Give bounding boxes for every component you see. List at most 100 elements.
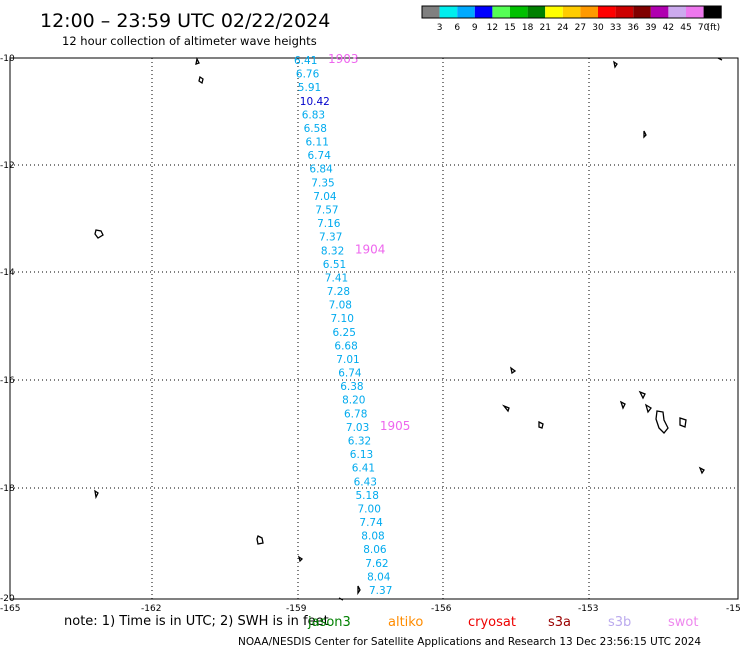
lat-label: -14 bbox=[0, 268, 15, 278]
legend-label: 45 bbox=[680, 23, 691, 33]
lat-label: -16 bbox=[0, 376, 15, 386]
legend-label: 24 bbox=[557, 23, 569, 33]
island bbox=[195, 57, 200, 65]
wave-height-value: 6.32 bbox=[348, 436, 371, 448]
island bbox=[679, 417, 687, 428]
island bbox=[644, 403, 652, 414]
lon-label: -15 bbox=[726, 604, 740, 614]
island bbox=[94, 489, 99, 500]
legend-swatch bbox=[668, 6, 686, 18]
wave-height-value: 7.28 bbox=[327, 286, 350, 298]
wave-height-value: 8.08 bbox=[361, 531, 384, 543]
wave-height-value: 8.04 bbox=[367, 571, 391, 583]
island-outlines bbox=[94, 57, 723, 601]
wave-height-value: 6.41 bbox=[352, 463, 375, 475]
legend-swatch bbox=[422, 6, 440, 18]
wave-height-value: 7.37 bbox=[319, 232, 342, 244]
lon-label: -165 bbox=[0, 604, 20, 614]
legend-swatch bbox=[615, 6, 634, 18]
wave-height-value: 7.41 bbox=[325, 272, 348, 284]
legend-border bbox=[421, 5, 722, 19]
satellite-name: cryosat bbox=[468, 615, 516, 630]
wave-height-value: 7.62 bbox=[365, 558, 388, 570]
legend-swatch bbox=[686, 6, 704, 18]
legend-swatch bbox=[598, 6, 616, 18]
wave-height-value: 10.42 bbox=[300, 96, 330, 108]
satellite-name: s3a bbox=[548, 615, 571, 630]
wave-height-value: 6.84 bbox=[309, 164, 333, 176]
wave-height-value: 6.38 bbox=[340, 381, 363, 393]
legend-swatch bbox=[633, 6, 651, 18]
lon-label: -153 bbox=[578, 604, 598, 614]
wave-height-value: 6.74 bbox=[308, 150, 332, 162]
island bbox=[297, 555, 304, 563]
legend-swatch bbox=[474, 6, 493, 18]
wave-height-value: 6.11 bbox=[306, 137, 329, 149]
satellite-legend: jason3 altiko cryosat s3a s3b swot bbox=[307, 615, 698, 630]
pass-time-label: 1905 bbox=[380, 419, 411, 433]
island bbox=[338, 597, 344, 601]
legend-swatch bbox=[580, 6, 598, 18]
wave-height-value: 6.51 bbox=[323, 259, 346, 271]
legend-label: 27 bbox=[575, 23, 586, 33]
island bbox=[613, 60, 618, 69]
legend-swatch bbox=[492, 6, 510, 18]
island bbox=[698, 466, 705, 475]
satellite-name: altiko bbox=[388, 615, 423, 630]
island bbox=[510, 366, 517, 375]
legend-label: 42 bbox=[663, 23, 674, 33]
island bbox=[198, 75, 204, 85]
wave-height-color-legend: 3 6 9 12 15 18 21 24 27 30 33 36 39 42 45 70(ft) bbox=[421, 5, 722, 33]
legend-label: 39 bbox=[645, 23, 657, 33]
wave-height-value: 6.83 bbox=[302, 109, 325, 121]
map-grid bbox=[10, 58, 738, 599]
wave-height-value: 7.03 bbox=[346, 422, 369, 434]
wave-height-value: 6.43 bbox=[354, 476, 377, 488]
wave-height-value: 5.18 bbox=[356, 490, 379, 502]
credit-line: NOAA/NESDIS Center for Satellite Applica… bbox=[238, 636, 701, 648]
wave-height-value: 7.35 bbox=[311, 177, 334, 189]
legend-swatch bbox=[703, 6, 722, 18]
island bbox=[538, 420, 544, 429]
map-title: 12:00 – 23:59 UTC 02/22/2024 bbox=[40, 10, 330, 32]
legend-swatch bbox=[439, 6, 458, 18]
lat-label: -12 bbox=[0, 161, 15, 171]
legend-swatch bbox=[510, 6, 528, 18]
altimeter-track: 6.416.765.9110.426.836.586.116.746.847.3… bbox=[294, 52, 410, 597]
lon-label: -156 bbox=[431, 604, 452, 614]
wave-height-value: 8.06 bbox=[363, 544, 387, 556]
lat-label: -10 bbox=[0, 54, 15, 64]
satellite-name: jason3 bbox=[307, 615, 351, 630]
island bbox=[256, 535, 264, 545]
wave-height-value: 6.13 bbox=[350, 449, 373, 461]
legend-label: 15 bbox=[504, 23, 515, 33]
lon-label: -159 bbox=[286, 604, 307, 614]
island bbox=[655, 410, 669, 434]
satellite-name: s3b bbox=[608, 615, 631, 630]
legend-swatch bbox=[650, 6, 669, 18]
legend-swatch bbox=[545, 6, 563, 18]
legend-label: 36 bbox=[627, 23, 639, 33]
island bbox=[94, 229, 104, 239]
legend-label: 3 bbox=[437, 23, 443, 33]
island bbox=[619, 400, 626, 410]
map-subtitle: 12 hour collection of altimeter wave hei… bbox=[62, 34, 317, 48]
island bbox=[717, 57, 723, 61]
wave-height-value: 6.68 bbox=[334, 340, 357, 352]
wave-height-value: 6.41 bbox=[294, 55, 317, 67]
wave-height-value: 8.32 bbox=[321, 245, 344, 257]
lat-label: -20 bbox=[0, 594, 15, 604]
legend-label: 21 bbox=[539, 23, 550, 33]
satellite-name: swot bbox=[668, 615, 698, 630]
wave-height-value: 7.16 bbox=[317, 218, 341, 230]
legend-swatch bbox=[527, 6, 546, 18]
wave-height-value: 6.76 bbox=[296, 69, 320, 81]
pass-time-label: 1903 bbox=[328, 52, 359, 66]
legend-label: 9 bbox=[472, 23, 478, 33]
lon-label: -162 bbox=[141, 604, 161, 614]
map-frame bbox=[9, 57, 739, 600]
legend-label: 12 bbox=[487, 23, 498, 33]
island bbox=[638, 390, 646, 400]
island bbox=[357, 585, 361, 596]
